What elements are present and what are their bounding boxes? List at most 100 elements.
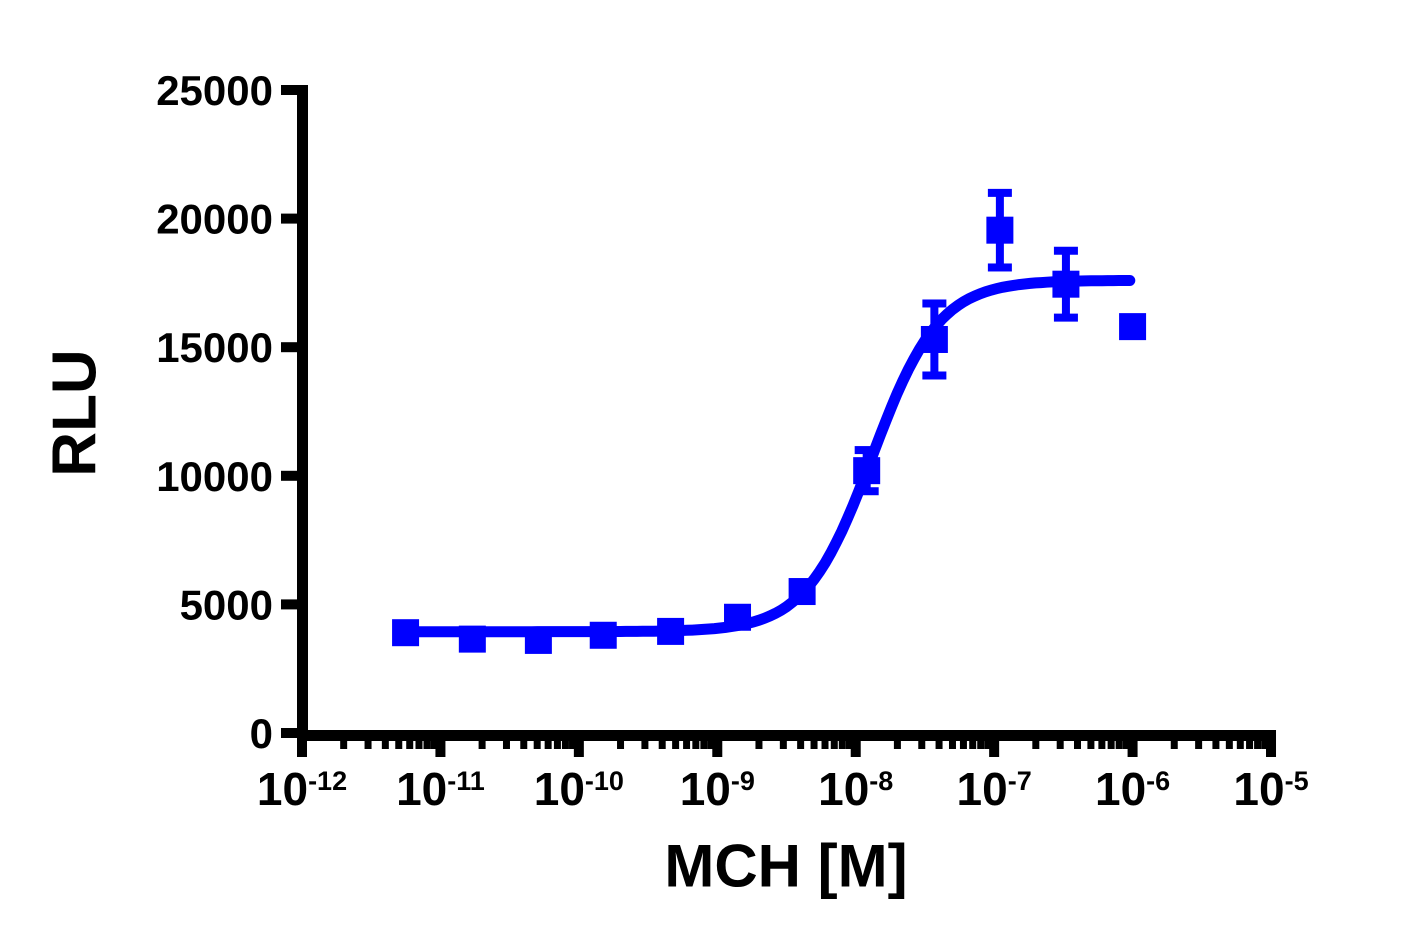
x-minor-tick: [1073, 730, 1081, 749]
x-minor-tick: [1032, 730, 1040, 749]
x-tick-label: 10-11: [396, 763, 485, 815]
y-tick: [281, 470, 297, 481]
x-minor-tick: [948, 730, 956, 749]
fit-curve: [398, 275, 1136, 638]
x-minor-tick: [502, 730, 510, 749]
x-minor-tick: [672, 730, 680, 749]
x-minor-tick: [406, 730, 414, 749]
y-tick-label: 20000: [156, 196, 273, 243]
error-bar-cap-bottom: [854, 487, 879, 496]
y-tick-label: 0: [250, 710, 273, 757]
x-minor-tick: [969, 730, 977, 749]
x-tick-label: 10-5: [1233, 763, 1308, 815]
data-point: [853, 457, 881, 485]
y-tick-label: 5000: [180, 581, 273, 628]
x-minor-tick: [683, 730, 691, 749]
data-point: [1052, 270, 1080, 298]
x-minor-tick: [935, 730, 943, 749]
x-minor-tick: [553, 730, 561, 749]
x-minor-tick: [478, 730, 486, 749]
data-point: [788, 578, 816, 606]
error-bar-cap-top: [922, 299, 947, 308]
x-minor-tick: [959, 730, 967, 749]
x-minor-tick: [755, 730, 763, 749]
y-tick: [281, 85, 297, 95]
x-minor-tick: [395, 730, 403, 749]
x-minor-tick: [617, 730, 625, 749]
x-minor-tick: [845, 730, 853, 749]
x-minor-tick: [1170, 730, 1178, 749]
data-point: [524, 626, 552, 654]
data-point: [920, 325, 948, 353]
x-major-tick: [850, 730, 861, 757]
x-major-tick: [297, 730, 307, 757]
data-point: [1119, 313, 1147, 341]
x-tick-label: 10-9: [680, 763, 755, 815]
x-minor-tick: [700, 730, 708, 749]
x-tick-label: 10-7: [957, 763, 1032, 815]
y-axis-title: RLU: [40, 349, 110, 477]
x-minor-tick: [779, 730, 787, 749]
data-point: [657, 617, 685, 645]
x-minor-tick: [569, 730, 577, 749]
error-bar-cap-top: [987, 188, 1012, 197]
data-point: [458, 625, 486, 653]
x-tick-label: 10-12: [257, 763, 347, 815]
x-minor-tick: [430, 730, 438, 749]
x-major-tick: [712, 730, 723, 757]
x-major-tick: [989, 730, 1000, 757]
x-major-tick: [435, 730, 446, 757]
x-minor-tick: [520, 730, 528, 749]
x-minor-tick: [1261, 730, 1269, 749]
x-minor-tick: [658, 730, 666, 749]
x-tick-label: 10-10: [534, 763, 624, 815]
error-bar-cap-bottom: [987, 263, 1012, 272]
x-axis-title: MCH [M]: [664, 832, 908, 900]
x-minor-tick: [984, 730, 992, 749]
x-minor-tick: [918, 730, 926, 749]
x-minor-tick: [381, 730, 389, 749]
x-major-tick: [1127, 730, 1138, 757]
y-tick: [281, 599, 297, 610]
x-minor-tick: [1087, 730, 1095, 749]
data-point: [392, 619, 420, 647]
x-minor-tick: [797, 730, 805, 749]
x-minor-tick: [1246, 730, 1254, 749]
x-minor-tick: [533, 730, 541, 749]
x-minor-tick: [893, 730, 901, 749]
x-tick-label: 10-8: [818, 763, 893, 815]
x-major-tick: [1266, 730, 1277, 757]
y-tick-label: 10000: [156, 453, 273, 500]
x-minor-tick: [1212, 730, 1220, 749]
y-tick: [281, 728, 297, 738]
data-point: [589, 621, 617, 649]
x-minor-tick: [1195, 730, 1203, 749]
error-bar-cap-bottom: [1053, 313, 1078, 322]
x-minor-tick: [821, 730, 829, 749]
x-minor-tick: [415, 730, 423, 749]
x-minor-tick: [838, 730, 846, 749]
error-bar-cap-bottom: [922, 371, 947, 380]
x-minor-tick: [1225, 730, 1233, 749]
error-bar-cap-top: [1053, 246, 1078, 255]
x-minor-tick: [1115, 730, 1123, 749]
x-minor-tick: [561, 730, 569, 749]
x-minor-tick: [977, 730, 985, 749]
x-minor-tick: [364, 730, 372, 749]
x-minor-tick: [692, 730, 700, 749]
x-minor-tick: [1098, 730, 1106, 749]
data-point: [724, 603, 752, 631]
x-minor-tick: [340, 730, 348, 749]
error-bar-cap-top: [854, 446, 879, 455]
x-minor-tick: [544, 730, 552, 749]
y-tick-label: 25000: [156, 67, 273, 114]
x-major-tick: [573, 730, 584, 757]
x-minor-tick: [1254, 730, 1262, 749]
x-minor-tick: [423, 730, 431, 749]
y-tick-label: 15000: [156, 324, 273, 371]
x-minor-tick: [1122, 730, 1130, 749]
x-minor-tick: [641, 730, 649, 749]
x-minor-tick: [830, 730, 838, 749]
